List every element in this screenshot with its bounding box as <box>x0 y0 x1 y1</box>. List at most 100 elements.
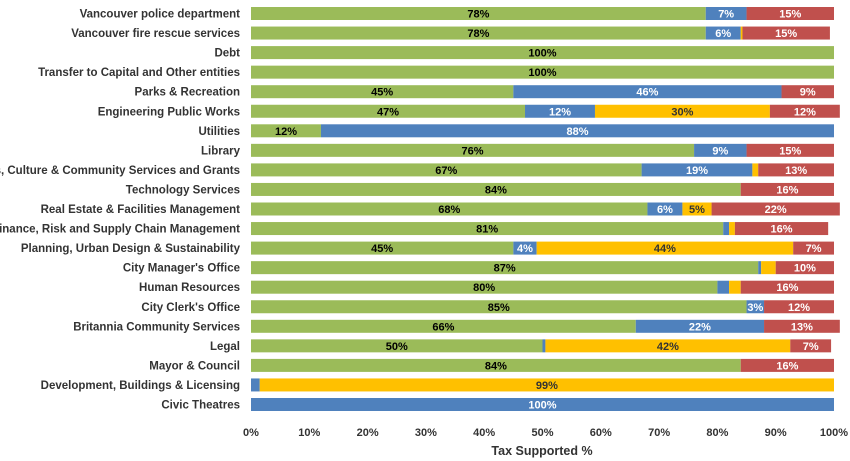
data-label: 88% <box>566 126 588 138</box>
category-label: Legal <box>210 341 240 353</box>
category-label: Utilities <box>198 126 240 138</box>
bar-segment <box>251 182 741 196</box>
data-label: 44% <box>654 243 676 255</box>
bar-segment <box>251 280 718 294</box>
data-label: 16% <box>776 282 798 294</box>
category-label: Vancouver police department <box>80 9 241 21</box>
bar-segment <box>641 163 753 177</box>
bar-segment <box>251 65 834 79</box>
data-label: 7% <box>806 243 822 255</box>
data-label: 9% <box>712 145 728 157</box>
x-tick-label: 80% <box>706 427 728 439</box>
bar-segment <box>251 358 741 372</box>
category-label: Finance, Risk and Supply Chain Managemen… <box>0 224 240 236</box>
data-label: 15% <box>779 9 801 21</box>
x-tick-label: 40% <box>473 427 495 439</box>
category-labels: Vancouver police department Vancouver fir… <box>0 9 241 412</box>
bar-segment <box>761 261 776 275</box>
data-label: 50% <box>386 341 408 353</box>
bar-segment <box>740 182 834 196</box>
data-label: 81% <box>476 224 498 236</box>
data-label: 99% <box>536 380 558 392</box>
data-label: 46% <box>636 87 658 99</box>
bar-segment <box>758 163 834 177</box>
data-label: 42% <box>657 341 679 353</box>
bar-segment <box>746 7 834 20</box>
x-tick-label: 20% <box>357 427 379 439</box>
bar-segment <box>723 222 730 236</box>
bar-segment <box>746 143 834 157</box>
bar-segment <box>251 261 759 275</box>
category-label: Human Resources <box>139 282 240 294</box>
data-label: 85% <box>488 302 510 314</box>
bar-segment <box>251 378 260 392</box>
bar-segment <box>513 241 537 255</box>
bar-segment <box>251 300 747 314</box>
data-label: 66% <box>432 321 454 333</box>
data-label: 30% <box>671 106 693 118</box>
data-label: 47% <box>377 106 399 118</box>
bar-segment <box>717 280 730 294</box>
data-label: 10% <box>794 263 816 275</box>
bar-segment <box>251 143 695 157</box>
data-label: 45% <box>371 243 393 255</box>
bar-segment <box>764 319 840 333</box>
bar-segment <box>594 104 770 118</box>
data-label: 12% <box>275 126 297 138</box>
bar-segment <box>251 104 526 118</box>
category-label: Debt <box>214 48 240 60</box>
data-label: 78% <box>467 9 489 21</box>
data-label: 15% <box>779 145 801 157</box>
category-label: Civic Theatres <box>161 400 240 412</box>
bar-segment <box>251 319 636 333</box>
category-label: Parks & Recreation <box>135 87 240 99</box>
category-label: Technology Services <box>126 184 240 196</box>
bar-segment <box>525 104 595 118</box>
bar-segment <box>740 26 743 40</box>
data-label: 22% <box>765 204 787 216</box>
bar-segment <box>729 222 735 236</box>
bar-segment <box>251 124 321 138</box>
bar-segment <box>775 261 834 275</box>
bar-segment <box>251 163 642 177</box>
data-label: 84% <box>485 360 507 372</box>
data-label: 16% <box>776 360 798 372</box>
bar-segment <box>746 300 765 314</box>
bar-segment <box>742 26 830 40</box>
bar-segment <box>545 339 791 353</box>
bar-segment <box>635 319 765 333</box>
data-label: 100% <box>528 400 556 412</box>
category-label: Transfer to Capital and Other entities <box>38 67 240 79</box>
data-label: 100% <box>528 67 556 79</box>
data-label: 22% <box>689 321 711 333</box>
bar-segment <box>259 378 834 392</box>
x-tick-label: 70% <box>648 427 670 439</box>
bar-segment <box>758 261 762 275</box>
data-label: 12% <box>788 302 810 314</box>
data-label: 15% <box>775 28 797 40</box>
bar-segment <box>251 398 834 411</box>
data-label: 12% <box>794 106 816 118</box>
data-label: 13% <box>791 321 813 333</box>
data-label: 19% <box>686 165 708 177</box>
bar-segment <box>790 339 832 353</box>
bar-segment <box>740 280 834 294</box>
data-label: 4% <box>517 243 533 255</box>
bar-segment <box>705 7 747 20</box>
data-label: 12% <box>549 106 571 118</box>
bar-segment <box>752 163 759 177</box>
data-label: 6% <box>715 28 731 40</box>
bar-segment <box>729 280 741 294</box>
x-tick-label: 30% <box>415 427 437 439</box>
data-label: 87% <box>494 263 516 275</box>
data-label: 6% <box>657 204 673 216</box>
bar-segment <box>711 202 840 216</box>
category-label: Britannia Community Services <box>73 321 240 333</box>
bar-segment <box>251 26 706 40</box>
x-axis-ticks: 0% 10% 20% 30% 40% 50% 60% 70% 80% 90% 100% <box>243 427 848 439</box>
data-label: 67% <box>435 165 457 177</box>
data-label: 84% <box>485 184 507 196</box>
x-tick-label: 100% <box>820 427 848 439</box>
category-label: Development, Buildings & Licensing <box>41 380 240 392</box>
data-label: 13% <box>785 165 807 177</box>
